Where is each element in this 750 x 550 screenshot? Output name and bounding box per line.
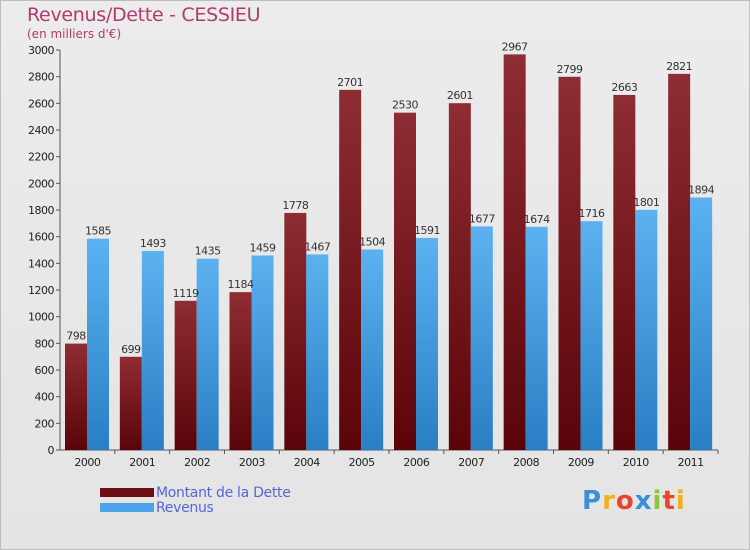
bar-dette: [503, 54, 526, 451]
bar-dette: [613, 94, 636, 450]
bar-revenus: [525, 226, 548, 450]
x-tick-label: 2001: [129, 456, 155, 469]
y-tick-label: 400: [35, 391, 55, 404]
logo-letter: x: [634, 486, 653, 516]
x-tick-label: 2008: [513, 456, 539, 469]
logo-letter: r: [602, 486, 616, 516]
logo-letter: o: [615, 486, 635, 516]
legend-item-revenus: Revenus: [100, 499, 291, 516]
logo-letter: t: [662, 486, 676, 516]
y-tick-label: 1400: [28, 257, 54, 270]
data-label: 699: [121, 343, 141, 356]
x-tick-label: 2004: [294, 456, 320, 469]
chart-title: Revenus/Dette - CESSIEU: [27, 4, 261, 26]
data-label: 1467: [304, 240, 330, 253]
data-label: 1716: [579, 207, 605, 220]
axes: 0 200 400 600 800 1000 1200 1400 1600 1800 2000 220…: [28, 44, 719, 469]
bar-dette: [668, 73, 691, 450]
x-tick-label: 2002: [184, 456, 210, 469]
data-label: 2601: [447, 89, 473, 102]
bar-revenus: [251, 255, 274, 450]
bar-revenus: [141, 250, 164, 450]
bar-dette: [65, 343, 87, 450]
data-label: 1591: [414, 224, 440, 237]
y-tick-label: 2000: [28, 177, 54, 190]
bar-dette: [229, 292, 252, 450]
data-label: 798: [66, 330, 86, 343]
legend-item-dette: Montant de la Dette: [100, 484, 291, 501]
bar-dette: [339, 89, 362, 450]
x-tick-label: 2003: [239, 456, 265, 469]
data-label: 1459: [250, 241, 276, 254]
bars: [65, 54, 713, 451]
data-label: 2967: [502, 40, 528, 53]
proxiti-logo: Proxiti: [582, 486, 686, 516]
y-tick-label: 2600: [28, 97, 54, 110]
bar-revenus: [635, 209, 658, 450]
y-tick-label: 200: [35, 417, 55, 430]
legend-swatch-revenus: [100, 503, 154, 512]
data-label: 1894: [688, 183, 714, 196]
y-tick-label: 1800: [28, 204, 54, 217]
data-label: 1585: [85, 225, 111, 238]
data-label: 2821: [666, 60, 692, 73]
legend-label-revenus: Revenus: [156, 499, 214, 516]
data-label: 1674: [524, 213, 550, 226]
bar-dette: [448, 103, 471, 450]
y-tick-label: 2800: [28, 71, 54, 84]
bar-dette: [119, 356, 142, 450]
bar-revenus: [196, 258, 219, 450]
y-tick-label: 1000: [28, 311, 54, 324]
bar-dette: [284, 212, 307, 450]
y-tick-label: 3000: [28, 44, 54, 57]
legend-swatch-dette: [100, 488, 154, 497]
bar-revenus: [306, 254, 329, 450]
bar-dette: [394, 112, 416, 451]
legend: Montant de la Dette Revenus: [100, 484, 291, 516]
data-label: 1119: [173, 287, 199, 300]
y-tick-label: 2400: [28, 124, 54, 137]
y-tick-label: 800: [35, 337, 55, 350]
data-label: 1801: [633, 196, 659, 209]
x-tick-label: 2010: [623, 456, 649, 469]
data-label: 1184: [228, 278, 254, 291]
bar-revenus: [87, 238, 109, 450]
logo-letter: i: [675, 486, 686, 516]
bar-dette: [558, 76, 581, 451]
y-tick-label: 1600: [28, 231, 54, 244]
x-tick-label: 2006: [403, 456, 429, 469]
y-tick-label: 0: [48, 444, 55, 457]
data-label: 1778: [282, 199, 308, 212]
data-label: 2701: [337, 76, 363, 89]
y-tick-label: 600: [35, 364, 55, 377]
x-tick-label: 2000: [74, 456, 100, 469]
y-tick-label: 1200: [28, 284, 54, 297]
logo-letter: P: [582, 486, 603, 516]
data-label: 1504: [359, 235, 385, 248]
bar-revenus: [690, 197, 713, 450]
bar-revenus: [416, 237, 438, 450]
bar-revenus: [470, 226, 493, 450]
x-tick-label: 2007: [458, 456, 484, 469]
bar-dette: [174, 300, 197, 450]
chart-subtitle: (en milliers d'€): [27, 27, 122, 41]
x-tick-label: 2011: [678, 456, 704, 469]
data-label: 2530: [392, 99, 418, 112]
data-labels: 798 1585 699 1493 1119 1435 1184 1459 1778 1467 27…: [66, 40, 715, 356]
data-label: 2663: [611, 81, 637, 94]
bar-revenus: [361, 249, 384, 450]
data-label: 1493: [140, 237, 166, 250]
x-tick-label: 2005: [349, 456, 375, 469]
bar-revenus: [580, 221, 603, 450]
x-tick-label: 2009: [568, 456, 594, 469]
legend-label-dette: Montant de la Dette: [156, 484, 291, 501]
logo-letter: i: [652, 486, 663, 516]
data-label: 1435: [195, 245, 221, 258]
y-tick-label: 2200: [28, 151, 54, 164]
data-label: 2799: [557, 63, 583, 76]
data-label: 1677: [469, 212, 495, 225]
